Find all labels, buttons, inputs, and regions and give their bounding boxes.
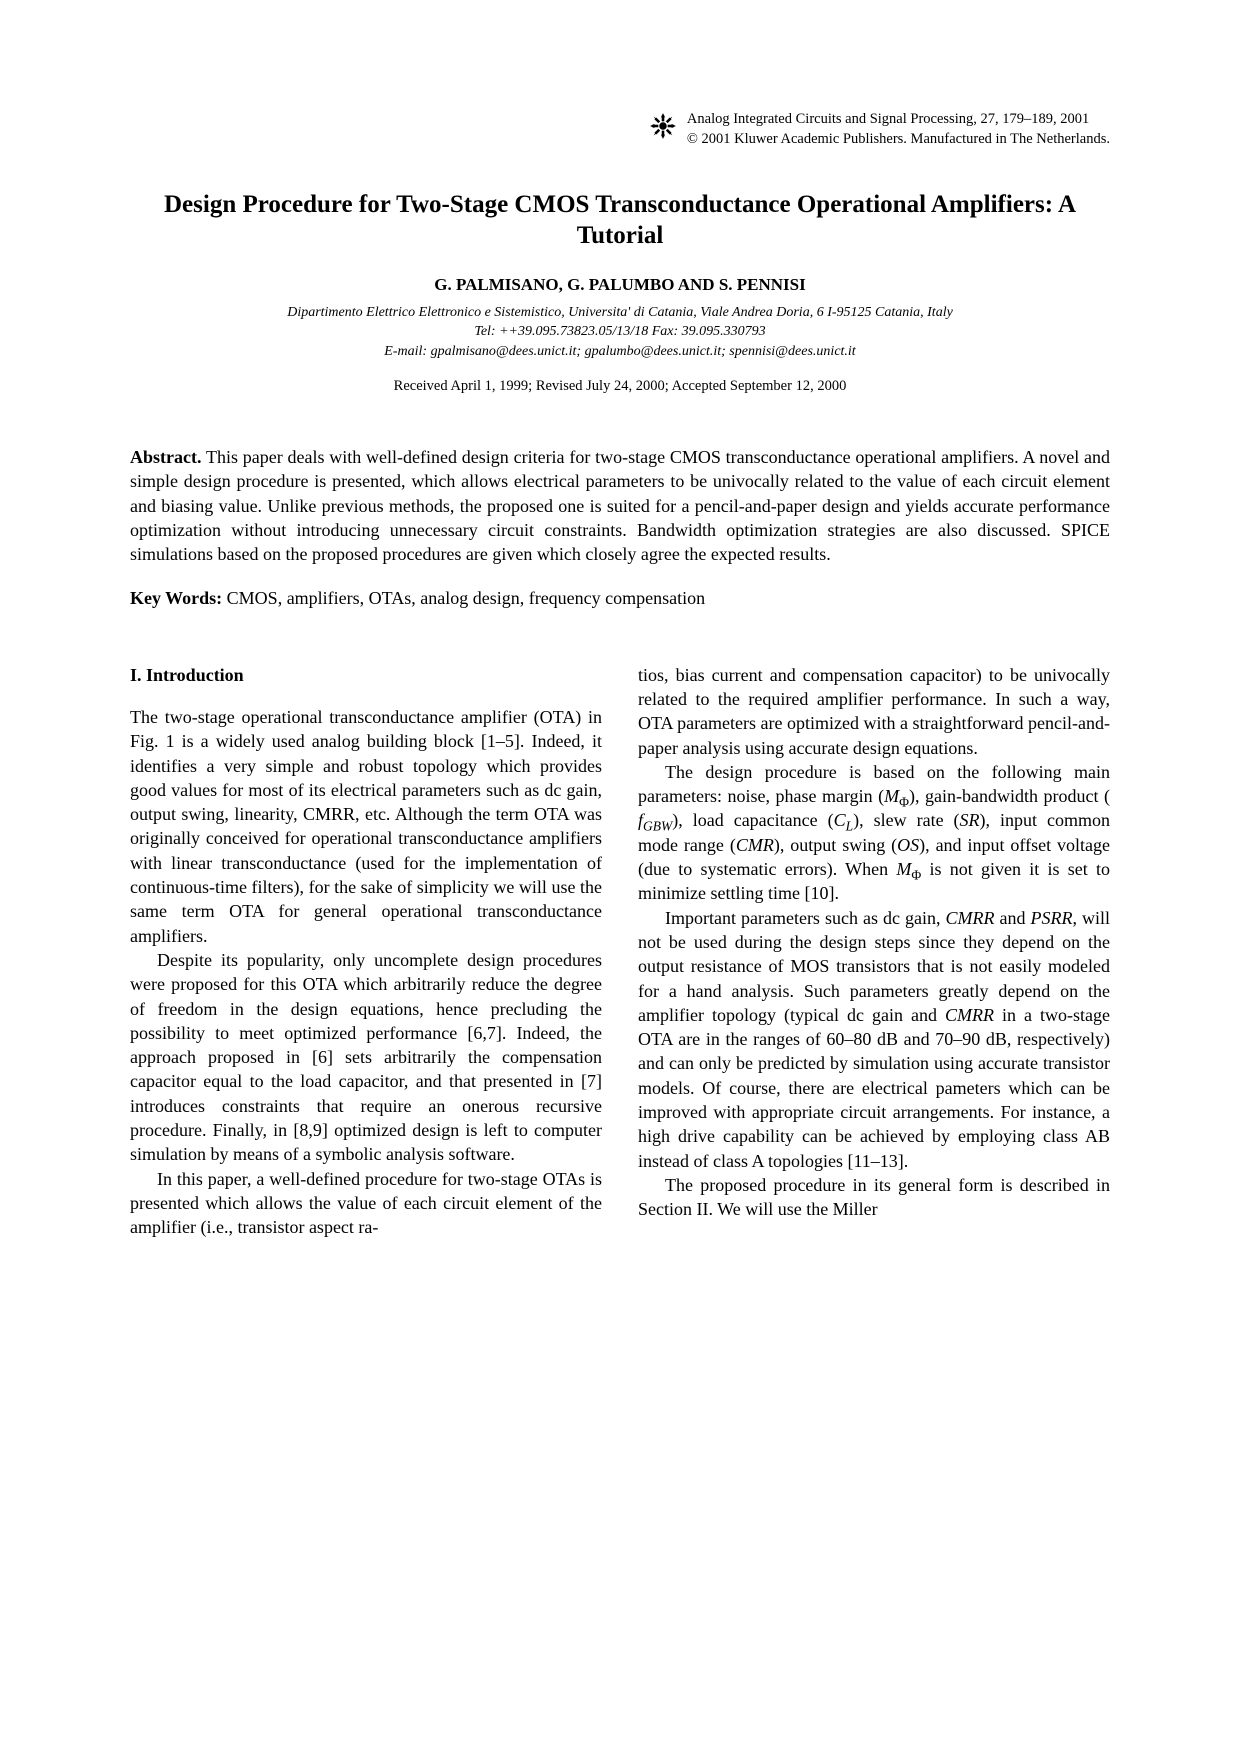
authors: G. PALMISANO, G. PALUMBO AND S. PENNISI [130, 274, 1110, 297]
r2-cl-c: C [834, 810, 846, 830]
right-para-2: The design procedure is based on the fol… [638, 760, 1110, 906]
affiliation-line-1: Dipartimento Elettrico Elettronico e Sis… [130, 303, 1110, 323]
r2-cl-l: L [846, 819, 854, 834]
r2-c: ), slew rate ( [853, 810, 959, 830]
body-columns: I. Introduction The two-stage operationa… [130, 663, 1110, 1240]
journal-info: Analog Integrated Circuits and Signal Pr… [687, 110, 1110, 149]
r2-b: ), load capacitance ( [672, 810, 833, 830]
r3-psrr: PSRR [1030, 908, 1072, 928]
abstract-text: This paper deals with well-defined desig… [130, 447, 1110, 564]
left-column: I. Introduction The two-stage operationa… [130, 663, 602, 1240]
r3-cmrr2: CMRR [945, 1005, 994, 1025]
r2-a: ), gain-bandwidth product ( [909, 786, 1110, 806]
affiliation-line-2: Tel: ++39.095.73823.05/13/18 Fax: 39.095… [130, 322, 1110, 342]
r2-fgbw-sub: GBW [643, 819, 672, 834]
intro-para-2: Despite its popularity, only uncomplete … [130, 948, 602, 1167]
keywords: Key Words: CMOS, amplifiers, OTAs, analo… [130, 586, 1110, 610]
r2-mphi2: M [896, 859, 911, 879]
journal-line-1: Analog Integrated Circuits and Signal Pr… [687, 110, 1110, 130]
r2-phi2: Φ [911, 868, 921, 883]
keywords-label: Key Words: [130, 588, 222, 608]
section-heading: I. Introduction [130, 663, 602, 687]
keywords-text: CMOS, amplifiers, OTAs, analog design, f… [227, 588, 705, 608]
right-para-4: The proposed procedure in its general fo… [638, 1173, 1110, 1222]
journal-header: Analog Integrated Circuits and Signal Pr… [130, 110, 1110, 149]
abstract-label: Abstract. [130, 447, 201, 467]
r3-cmrr: CMRR [945, 908, 994, 928]
r3-a: and [994, 908, 1030, 928]
right-column: tios, bias current and compensation capa… [638, 663, 1110, 1240]
r2-cmr: CMR [736, 835, 774, 855]
r3-c: in a two-stage OTA are in the ranges of … [638, 1005, 1110, 1171]
paper-title: Design Procedure for Two-Stage CMOS Tran… [130, 189, 1110, 252]
right-para-3: Important parameters such as dc gain, CM… [638, 906, 1110, 1173]
abstract: Abstract. This paper deals with well-def… [130, 445, 1110, 566]
journal-line-2: © 2001 Kluwer Academic Publishers. Manuf… [687, 130, 1110, 150]
intro-para-1: The two-stage operational transconductan… [130, 705, 602, 948]
r2-e: ), output swing ( [774, 835, 897, 855]
r2-os: OS [897, 835, 919, 855]
affiliation-line-3: E-mail: gpalmisano@dees.unict.it; gpalum… [130, 342, 1110, 362]
publisher-logo-icon [649, 112, 677, 140]
r3-pre: Important parameters such as dc gain, [665, 908, 945, 928]
intro-para-3: In this paper, a well-defined procedure … [130, 1167, 602, 1240]
r2-mphi: M [884, 786, 899, 806]
received-line: Received April 1, 1999; Revised July 24,… [130, 377, 1110, 397]
r2-phi1: Φ [899, 795, 909, 810]
affiliation: Dipartimento Elettrico Elettronico e Sis… [130, 303, 1110, 362]
r2-sr: SR [960, 810, 980, 830]
right-para-1: tios, bias current and compensation capa… [638, 663, 1110, 760]
